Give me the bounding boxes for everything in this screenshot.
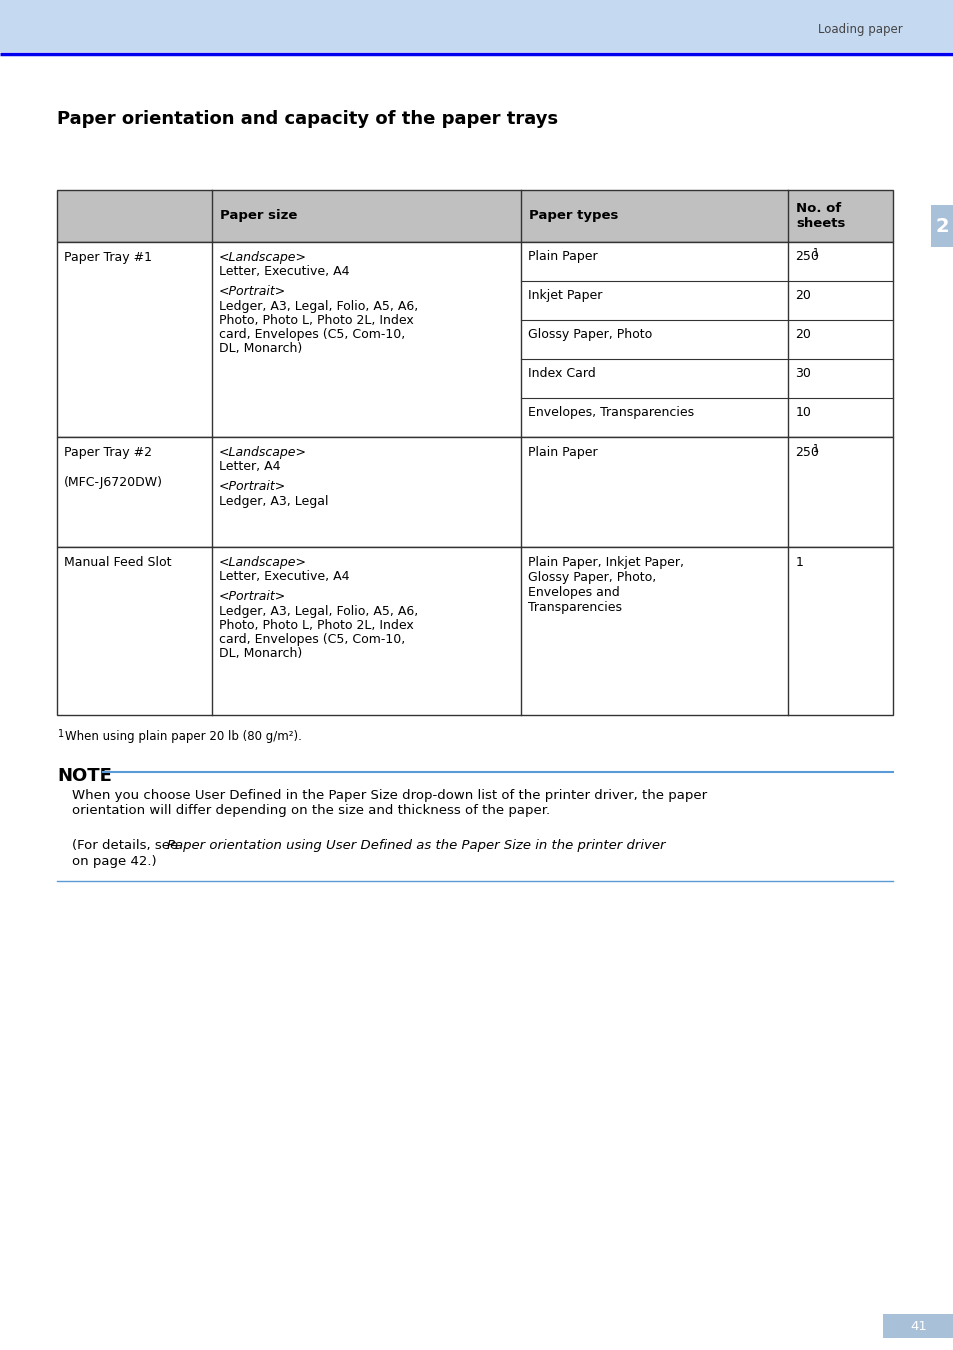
Text: Photo, Photo L, Photo 2L, Index: Photo, Photo L, Photo 2L, Index (218, 313, 413, 327)
Text: <Portrait>: <Portrait> (218, 590, 286, 603)
Text: Glossy Paper, Photo: Glossy Paper, Photo (527, 328, 652, 342)
Text: 1: 1 (812, 248, 819, 258)
Text: Plain Paper: Plain Paper (527, 446, 597, 459)
Text: Letter, A4: Letter, A4 (218, 460, 280, 474)
Text: Plain Paper: Plain Paper (527, 250, 597, 263)
Text: <Portrait>: <Portrait> (218, 285, 286, 298)
Text: 10: 10 (795, 406, 810, 418)
Text: Paper orientation using User Defined as the Paper Size in the printer driver: Paper orientation using User Defined as … (167, 838, 665, 852)
Text: Paper types: Paper types (528, 209, 618, 223)
Text: card, Envelopes (C5, Com-10,: card, Envelopes (C5, Com-10, (218, 328, 404, 342)
Text: Letter, Executive, A4: Letter, Executive, A4 (218, 265, 349, 278)
Text: 20: 20 (795, 289, 810, 302)
Text: Paper size: Paper size (219, 209, 296, 223)
Bar (930, 205, 953, 247)
Text: Letter, Executive, A4: Letter, Executive, A4 (218, 570, 349, 583)
Text: Paper Tray #2

(MFC-J6720DW): Paper Tray #2 (MFC-J6720DW) (64, 446, 163, 489)
Text: When you choose User Defined in the Paper Size drop-down list of the printer dri: When you choose User Defined in the Pape… (71, 788, 706, 817)
Text: Paper Tray #1: Paper Tray #1 (64, 251, 152, 265)
Text: 30: 30 (795, 367, 810, 379)
Bar (57, 190, 892, 242)
Text: Index Card: Index Card (527, 367, 595, 379)
Text: Manual Feed Slot: Manual Feed Slot (64, 556, 172, 568)
Text: on page 42.): on page 42.) (71, 855, 156, 868)
Bar (57, 437, 892, 547)
Text: Inkjet Paper: Inkjet Paper (527, 289, 601, 302)
Text: DL, Monarch): DL, Monarch) (218, 647, 301, 660)
Text: 2: 2 (935, 216, 948, 235)
Bar (57, 242, 892, 437)
Text: 250: 250 (795, 250, 819, 263)
Text: 1: 1 (812, 444, 819, 454)
Text: 250: 250 (795, 446, 819, 459)
Bar (0, 0, 953, 53)
Text: <Landscape>: <Landscape> (218, 251, 306, 265)
Text: Paper orientation and capacity of the paper trays: Paper orientation and capacity of the pa… (57, 109, 558, 128)
Text: Ledger, A3, Legal, Folio, A5, A6,: Ledger, A3, Legal, Folio, A5, A6, (218, 300, 417, 313)
Text: card, Envelopes (C5, Com-10,: card, Envelopes (C5, Com-10, (218, 633, 404, 647)
Text: (For details, see: (For details, see (71, 838, 182, 852)
Text: Envelopes, Transparencies: Envelopes, Transparencies (527, 406, 694, 418)
Text: No. of
sheets: No. of sheets (796, 202, 845, 230)
Text: Loading paper: Loading paper (817, 23, 902, 36)
Text: 41: 41 (909, 1319, 926, 1332)
Bar (882, 1314, 953, 1338)
Text: Ledger, A3, Legal, Folio, A5, A6,: Ledger, A3, Legal, Folio, A5, A6, (218, 605, 417, 617)
Text: Plain Paper, Inkjet Paper,
Glossy Paper, Photo,
Envelopes and
Transparencies: Plain Paper, Inkjet Paper, Glossy Paper,… (527, 556, 683, 614)
Text: NOTE: NOTE (57, 767, 112, 784)
Text: <Portrait>: <Portrait> (218, 481, 286, 493)
Text: Ledger, A3, Legal: Ledger, A3, Legal (218, 494, 328, 508)
Text: DL, Monarch): DL, Monarch) (218, 342, 301, 355)
Text: 20: 20 (795, 328, 810, 342)
Text: 1: 1 (58, 729, 64, 738)
Bar (57, 547, 892, 716)
Text: <Landscape>: <Landscape> (218, 446, 306, 459)
Text: <Landscape>: <Landscape> (218, 556, 306, 568)
Text: Photo, Photo L, Photo 2L, Index: Photo, Photo L, Photo 2L, Index (218, 618, 413, 632)
Text: 1: 1 (795, 556, 802, 568)
Text: When using plain paper 20 lb (80 g/m²).: When using plain paper 20 lb (80 g/m²). (65, 730, 301, 742)
